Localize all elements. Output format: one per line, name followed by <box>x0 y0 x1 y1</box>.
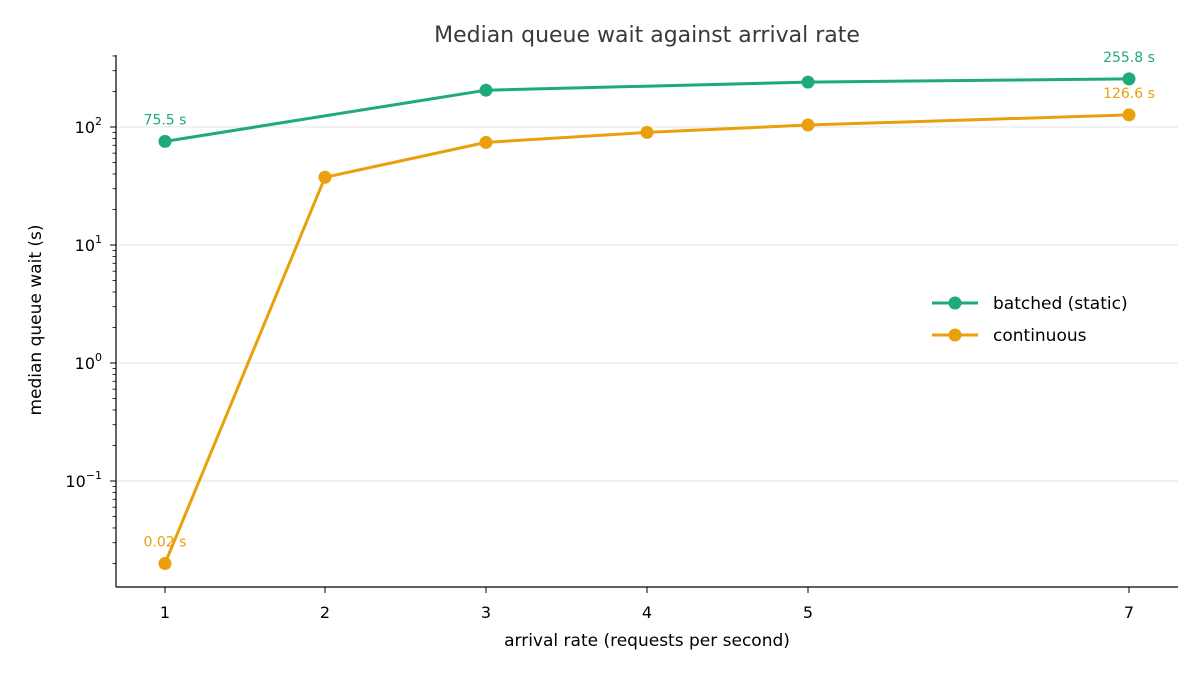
data-point <box>1122 72 1136 86</box>
y-tick-label: 101 <box>75 233 102 255</box>
legend-entry-label: continuous <box>993 326 1087 346</box>
x-axis-label: arrival rate (requests per second) <box>504 631 790 651</box>
data-point <box>640 125 654 139</box>
x-tick-label: 5 <box>803 603 813 622</box>
x-tick-label: 1 <box>160 603 170 622</box>
data-point <box>1122 108 1136 122</box>
x-tick-label: 4 <box>642 603 652 622</box>
data-point <box>479 83 493 97</box>
x-tick-label: 2 <box>320 603 330 622</box>
series-line-1 <box>164 77 1130 143</box>
y-tick-label: 10−1 <box>65 469 102 491</box>
data-point <box>158 134 172 148</box>
series-layer: 75.5 s 255.8 s 0.02 s 126.6 s <box>144 50 1155 570</box>
axes: 10−1 100 101 102 1 2 3 4 5 7 <box>65 55 1178 622</box>
data-point <box>801 75 815 89</box>
y-tick-label: 100 <box>75 351 102 373</box>
legend-entry-label: batched (static) <box>993 294 1128 314</box>
x-tick-label: 3 <box>481 603 491 622</box>
y-axis-label: median queue wait (s) <box>26 224 46 415</box>
series-line-2 <box>163 113 1130 565</box>
x-tick-label: 7 <box>1124 603 1134 622</box>
data-point <box>318 170 332 184</box>
legend-swatch-marker <box>948 328 962 342</box>
data-point <box>158 556 172 570</box>
data-label: 0.02 s <box>144 534 187 550</box>
data-point <box>479 135 493 149</box>
y-tick-label: 102 <box>75 115 102 137</box>
chart-title: Median queue wait against arrival rate <box>434 23 860 48</box>
data-label: 255.8 s <box>1103 50 1155 66</box>
data-label: 126.6 s <box>1103 86 1155 102</box>
legend-swatch-marker <box>948 296 962 310</box>
legend: batched (static) continuous <box>932 294 1128 346</box>
data-label: 75.5 s <box>144 112 187 128</box>
data-point <box>801 118 815 132</box>
